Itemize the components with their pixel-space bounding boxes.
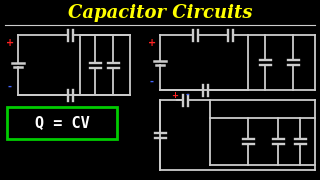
- FancyBboxPatch shape: [7, 107, 117, 139]
- Text: Capacitor Circuits: Capacitor Circuits: [68, 4, 252, 22]
- Text: +: +: [172, 91, 179, 100]
- Text: -: -: [185, 91, 189, 100]
- Text: Q = CV: Q = CV: [35, 116, 89, 130]
- Text: -: -: [150, 77, 154, 87]
- Text: +: +: [148, 38, 156, 48]
- Text: -: -: [8, 82, 12, 92]
- Text: +: +: [6, 38, 14, 48]
